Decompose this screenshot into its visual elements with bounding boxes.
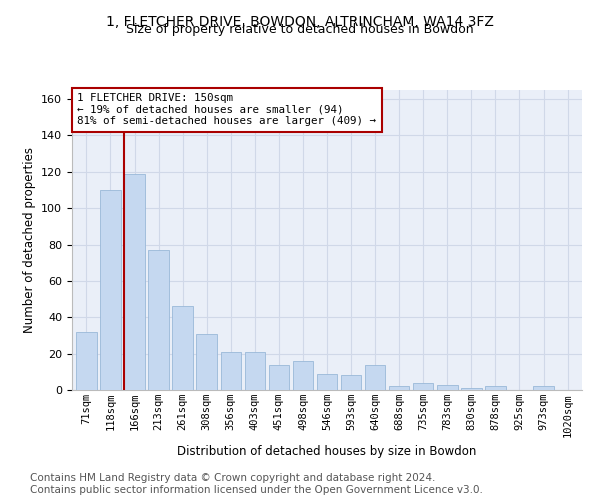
Bar (293, 361, 313, 390)
Text: Contains HM Land Registry data © Crown copyright and database right 2024.
Contai: Contains HM Land Registry data © Crown c… (30, 474, 483, 495)
Text: Size of property relative to detached houses in Bowdon: Size of property relative to detached ho… (126, 22, 474, 36)
Text: 1, FLETCHER DRIVE, BOWDON, ALTRINCHAM, WA14 3FZ: 1, FLETCHER DRIVE, BOWDON, ALTRINCHAM, W… (106, 15, 494, 29)
Bar (461, 388, 482, 390)
Bar (341, 376, 361, 390)
Bar (317, 374, 337, 390)
Bar (172, 306, 193, 390)
Bar (485, 386, 506, 390)
Text: 1 FLETCHER DRIVE: 150sqm
← 19% of detached houses are smaller (94)
81% of semi-d: 1 FLETCHER DRIVE: 150sqm ← 19% of detach… (77, 93, 376, 126)
Bar (533, 386, 554, 390)
Bar (413, 382, 433, 390)
Bar (365, 364, 385, 390)
X-axis label: Distribution of detached houses by size in Bowdon: Distribution of detached houses by size … (178, 445, 476, 458)
Bar (196, 334, 217, 390)
Bar (76, 332, 97, 390)
Bar (221, 352, 241, 390)
Bar (148, 250, 169, 390)
Bar (100, 190, 121, 390)
Bar (437, 384, 458, 390)
Bar (245, 352, 265, 390)
Y-axis label: Number of detached properties: Number of detached properties (23, 147, 35, 333)
Bar (124, 174, 145, 390)
Bar (389, 386, 409, 390)
Bar (269, 364, 289, 390)
